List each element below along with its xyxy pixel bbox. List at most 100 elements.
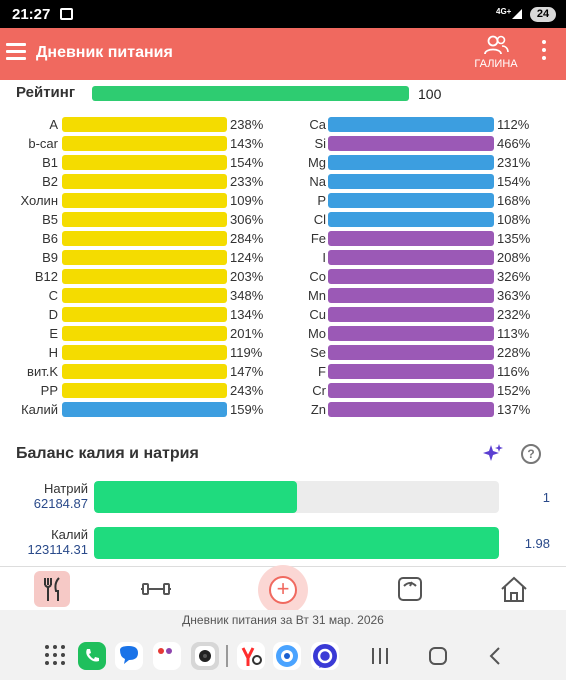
nutrient-bar bbox=[62, 174, 227, 189]
hamburger-icon[interactable] bbox=[6, 43, 26, 61]
nutrient-label: B6 bbox=[42, 231, 58, 246]
nutrient-label: Si bbox=[314, 136, 326, 151]
add-button[interactable]: + bbox=[258, 565, 308, 615]
yandex-app-icon[interactable] bbox=[237, 642, 265, 670]
nutrient-row: PP 243% bbox=[0, 381, 280, 400]
nutrient-row: Zn 137% bbox=[283, 400, 566, 419]
nutrient-label-wrap: B6 bbox=[0, 229, 58, 248]
camera-app-icon[interactable] bbox=[191, 642, 219, 670]
user-button[interactable]: ГАЛИНА bbox=[466, 32, 526, 76]
nutrient-percent: 326% bbox=[497, 269, 531, 284]
balance-title: Баланс калия и натрия bbox=[16, 445, 199, 462]
nutrient-label: Fe bbox=[310, 231, 326, 246]
nutrient-label: Zn bbox=[310, 402, 326, 417]
battery-indicator: 24 bbox=[530, 7, 556, 22]
nutrient-row: I 208% bbox=[283, 248, 566, 267]
nutrient-bar bbox=[328, 136, 494, 151]
nutrient-percent: 119% bbox=[230, 345, 263, 360]
scale-icon[interactable] bbox=[392, 571, 428, 607]
nutrient-label-wrap: B1 bbox=[0, 153, 58, 172]
nutrient-row: Холин 109% bbox=[0, 191, 280, 210]
balance-bar-fill bbox=[94, 481, 297, 513]
nutrient-label-wrap: PP bbox=[0, 381, 58, 400]
nutrient-bar bbox=[328, 155, 494, 170]
nutrient-row: Na 154% bbox=[283, 172, 566, 191]
nutrient-label-wrap: Ca bbox=[283, 115, 326, 134]
nutrient-percent: 233% bbox=[230, 174, 264, 189]
nutrient-percent: 113% bbox=[497, 326, 530, 341]
nutrient-row: B9 124% bbox=[0, 248, 280, 267]
home-icon[interactable] bbox=[496, 571, 532, 607]
nutrient-label: Mo bbox=[307, 326, 326, 341]
recents-icon[interactable] bbox=[368, 644, 392, 668]
fork-knife-icon[interactable] bbox=[34, 571, 70, 607]
nutrient-label: D bbox=[48, 307, 58, 322]
nutrient-bar bbox=[62, 288, 227, 303]
nutrient-percent: 137% bbox=[497, 402, 531, 417]
nutrient-row: H 119% bbox=[0, 343, 280, 362]
nutrient-percent: 143% bbox=[230, 136, 264, 151]
nutrient-bar bbox=[328, 269, 494, 284]
nutrient-label: B9 bbox=[42, 250, 58, 265]
nutrient-percent: 348% bbox=[230, 288, 264, 303]
nutrient-label-wrap: F bbox=[283, 362, 326, 381]
nutrient-bar bbox=[62, 345, 227, 360]
back-icon[interactable] bbox=[484, 644, 508, 668]
balance-bar-fill bbox=[94, 527, 499, 559]
nutrient-row: Fe 135% bbox=[283, 229, 566, 248]
nutrient-bar bbox=[328, 383, 494, 398]
home-button-icon[interactable] bbox=[426, 644, 450, 668]
messages-app-icon[interactable] bbox=[115, 642, 143, 670]
nutrient-bar bbox=[328, 326, 494, 341]
nutrient-row: Cu 232% bbox=[283, 305, 566, 324]
dumbbell-icon[interactable] bbox=[138, 571, 174, 607]
nutrient-label-wrap: Se bbox=[283, 343, 326, 362]
nutrient-row: Si 466% bbox=[283, 134, 566, 153]
apps-grid-icon[interactable] bbox=[42, 642, 68, 668]
nutrient-label: I bbox=[322, 250, 326, 265]
nutrient-bar bbox=[328, 174, 494, 189]
sparkle-icon[interactable] bbox=[482, 443, 504, 465]
nutrient-label-wrap: B9 bbox=[0, 248, 58, 267]
nutrient-label-wrap: Cl bbox=[283, 210, 326, 229]
nutrient-bar bbox=[62, 364, 227, 379]
nutrient-row: вит.K 147% bbox=[0, 362, 280, 381]
phone-app-icon[interactable] bbox=[78, 642, 106, 670]
nutrient-label-wrap: H bbox=[0, 343, 58, 362]
nutrient-percent: 306% bbox=[230, 212, 264, 227]
nutrient-label-wrap: B5 bbox=[0, 210, 58, 229]
nutrient-label: PP bbox=[40, 383, 58, 398]
status-bar: 21:27 4G+ 24 bbox=[0, 0, 566, 28]
nutrient-label-wrap: Fe bbox=[283, 229, 326, 248]
nutrient-label-wrap: D bbox=[0, 305, 58, 324]
nutrient-percent: 203% bbox=[230, 269, 264, 284]
system-dock bbox=[0, 630, 566, 680]
nutrient-percent: 152% bbox=[497, 383, 531, 398]
nutrient-bar bbox=[62, 117, 227, 132]
help-icon[interactable]: ? bbox=[521, 444, 541, 464]
nutrient-label: B2 bbox=[42, 174, 58, 189]
nutrient-label: Se bbox=[310, 345, 326, 360]
kebab-icon[interactable] bbox=[534, 40, 554, 66]
nutrient-label: C bbox=[48, 288, 58, 303]
browser-app-icon[interactable] bbox=[273, 642, 301, 670]
nutrient-bar bbox=[328, 212, 494, 227]
nutrient-percent: 228% bbox=[497, 345, 531, 360]
nutrient-row: P 168% bbox=[283, 191, 566, 210]
nutrient-label-wrap: Mn bbox=[283, 286, 326, 305]
nutrient-row: Mn 363% bbox=[283, 286, 566, 305]
dots-app-icon[interactable] bbox=[153, 642, 181, 670]
nutrient-row: Ca 112% bbox=[283, 115, 566, 134]
nutrient-label: Калий bbox=[21, 402, 58, 417]
nutrient-percent: 108% bbox=[497, 212, 531, 227]
nutrient-bar bbox=[62, 326, 227, 341]
balance-name: Натрий bbox=[43, 481, 88, 496]
nutrient-label: E bbox=[49, 326, 58, 341]
nutrient-bar bbox=[62, 231, 227, 246]
nutrient-label: Na bbox=[309, 174, 326, 189]
nutrient-percent: 159% bbox=[230, 402, 264, 417]
chat-app-icon[interactable] bbox=[311, 642, 339, 670]
nutrient-label: Co bbox=[309, 269, 326, 284]
nutrient-row: B2 233% bbox=[0, 172, 280, 191]
nutrient-label: F bbox=[318, 364, 326, 379]
